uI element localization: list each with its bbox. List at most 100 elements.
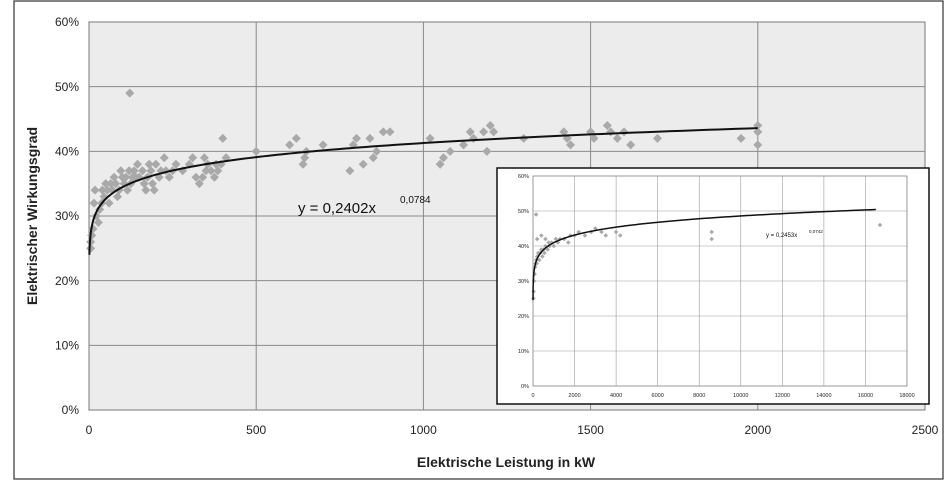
data-point	[736, 133, 746, 143]
data-point	[435, 159, 445, 169]
data-point	[709, 229, 714, 235]
data-point	[132, 159, 142, 169]
data-point	[194, 179, 204, 189]
x-tick-label: 16000	[858, 393, 873, 399]
x-tick-label: 10000	[733, 393, 748, 399]
data-point	[104, 198, 114, 208]
y-axis-title: Elektrischer Wirkungsgrad	[24, 127, 40, 305]
x-tick-label: 8000	[693, 393, 705, 399]
data-point	[582, 233, 588, 238]
data-point	[534, 261, 540, 266]
main-trendline	[88, 127, 758, 256]
data-point	[206, 166, 216, 176]
y-tick-label: 20%	[518, 314, 529, 320]
y-tick-label: 10%	[518, 349, 529, 355]
data-point	[141, 185, 151, 195]
y-tick-label: 50%	[55, 80, 79, 94]
data-point	[151, 159, 161, 169]
data-point	[106, 179, 116, 189]
x-tick-label: 2500	[912, 423, 939, 437]
data-point	[626, 140, 636, 150]
data-point	[164, 172, 174, 182]
data-point	[617, 233, 623, 238]
inset-trendline	[532, 208, 876, 301]
data-point	[534, 236, 540, 242]
x-tick-label: 0	[531, 393, 534, 399]
data-point	[459, 140, 469, 150]
x-tick-label: 500	[246, 423, 266, 437]
inset-equation: y = 0,2453x	[766, 233, 797, 239]
main-equation-exponent: 0,0784	[400, 195, 431, 206]
data-point	[146, 166, 156, 176]
data-point	[209, 172, 219, 182]
y-tick-label: 30%	[55, 209, 79, 223]
data-point	[489, 127, 499, 137]
y-tick-label: 0%	[62, 403, 80, 417]
data-point	[619, 127, 629, 137]
data-point	[566, 240, 571, 245]
data-point	[109, 172, 119, 182]
data-point	[101, 179, 111, 189]
data-point	[251, 146, 261, 156]
data-point	[445, 146, 455, 156]
y-tick-label: 60%	[518, 174, 529, 180]
data-point	[599, 229, 604, 235]
data-point	[482, 146, 492, 156]
main-equation: y = 0,2402x	[298, 200, 376, 217]
data-point	[566, 140, 576, 150]
data-point	[540, 254, 545, 259]
data-point	[102, 185, 112, 195]
data-point	[365, 133, 375, 143]
data-point	[300, 153, 310, 163]
x-tick-label: 12000	[775, 393, 790, 399]
data-point	[124, 166, 134, 176]
data-point	[536, 257, 542, 263]
data-point	[201, 166, 211, 176]
data-point	[198, 172, 208, 182]
data-point	[199, 153, 209, 163]
data-point	[479, 127, 489, 137]
inset-chart: 0% 10% 20% 30% 40% 50% 60% 0 2000 4000 6000 8000 100…	[496, 167, 930, 405]
x-tick-label: 2000	[744, 423, 771, 437]
main-points	[86, 88, 763, 253]
data-point	[551, 243, 557, 249]
data-point	[539, 233, 544, 238]
data-point	[553, 236, 559, 242]
data-point	[218, 133, 228, 143]
y-tick-label: 60%	[55, 15, 79, 29]
data-point	[532, 271, 537, 277]
y-tick-label: 50%	[518, 209, 529, 215]
data-point	[589, 133, 599, 143]
data-point	[89, 198, 99, 208]
data-point	[148, 179, 158, 189]
data-point	[318, 140, 328, 150]
x-tick-label: 2000	[568, 393, 580, 399]
data-point	[465, 127, 475, 137]
data-point	[613, 229, 619, 235]
data-point	[139, 179, 149, 189]
data-point	[372, 146, 382, 156]
data-point	[122, 185, 132, 195]
data-point	[129, 166, 139, 176]
data-point	[378, 127, 388, 137]
data-point	[485, 120, 495, 130]
data-point	[298, 159, 308, 169]
y-tick-label: 30%	[518, 279, 529, 285]
data-point	[546, 240, 551, 245]
data-point	[533, 212, 539, 217]
inset-equation-exponent: 0,0742	[809, 229, 823, 234]
y-tick-label: 40%	[55, 145, 79, 159]
y-tick-label: 10%	[55, 339, 79, 353]
x-tick-label: 0	[86, 423, 93, 437]
x-tick-label: 4000	[610, 393, 622, 399]
data-point	[545, 247, 550, 252]
x-tick-label: 6000	[652, 393, 664, 399]
data-point	[385, 127, 395, 137]
data-point	[352, 133, 362, 143]
data-point	[191, 172, 201, 182]
data-point	[97, 185, 107, 195]
data-point	[368, 153, 378, 163]
data-point	[345, 166, 355, 176]
